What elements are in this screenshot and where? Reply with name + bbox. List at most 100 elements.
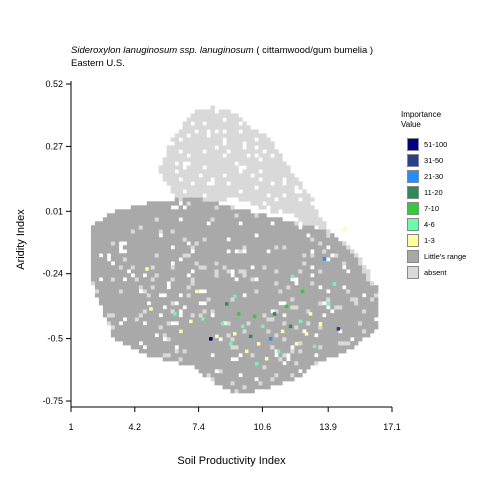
- heatmap-cell: [230, 153, 235, 158]
- heatmap-cell: [278, 305, 283, 310]
- heatmap-cell: [266, 377, 271, 382]
- heatmap-cell: [234, 253, 239, 258]
- heatmap-cell: [226, 289, 231, 294]
- heatmap-cell: [270, 173, 275, 178]
- heatmap-cell: [130, 269, 136, 274]
- heatmap-cell: [230, 265, 235, 270]
- heatmap-cell: [202, 353, 207, 358]
- heatmap-cell: [106, 265, 112, 270]
- heatmap-cell: [186, 157, 191, 162]
- heatmap-cell: [138, 337, 144, 342]
- heatmap-cell: [138, 277, 144, 282]
- heatmap-cell: [246, 245, 251, 250]
- heatmap-cell: [246, 241, 251, 246]
- heatmap-cell: [166, 157, 171, 162]
- heatmap-cell: [306, 349, 311, 354]
- heatmap-cell: [322, 325, 327, 330]
- heatmap-cell: [182, 317, 187, 322]
- heatmap-cell: [330, 261, 335, 266]
- heatmap-cell: [306, 305, 311, 310]
- heatmap-cell: [126, 241, 132, 246]
- heatmap-cell: [178, 361, 183, 366]
- heatmap-cell: [346, 277, 351, 282]
- heatmap-cell: [294, 369, 299, 374]
- heatmap-cell: [326, 277, 331, 282]
- heatmap-cell: [98, 269, 104, 274]
- heatmap-cell: [154, 241, 160, 246]
- heatmap-cell: [214, 157, 219, 162]
- heatmap-cell: [198, 129, 203, 134]
- heatmap-cell: [298, 309, 303, 314]
- heatmap-cell: [194, 265, 199, 270]
- legend-label: 31-50: [424, 156, 444, 165]
- heatmap-cell: [222, 309, 227, 314]
- heatmap-cell: [134, 229, 140, 234]
- heatmap-cell: [258, 237, 263, 242]
- heatmap-cell: [194, 257, 199, 262]
- heatmap-cell: [370, 313, 375, 318]
- heatmap-cell: [142, 289, 148, 294]
- heatmap-cell: [286, 281, 291, 286]
- heatmap-cell: [214, 297, 219, 302]
- heatmap-cell: [250, 237, 255, 242]
- heatmap-cell: [90, 233, 96, 238]
- heatmap-cell: [334, 241, 339, 246]
- heatmap-cell: [226, 137, 231, 142]
- heatmap-cell: [142, 301, 148, 306]
- heatmap-cell: [350, 249, 355, 254]
- heatmap-cell: [218, 129, 223, 134]
- heatmap-cell: [274, 309, 279, 314]
- legend-swatch: [407, 138, 419, 151]
- heatmap-cell: [326, 321, 331, 326]
- heatmap-cell: [326, 337, 331, 342]
- heatmap-cell: [154, 309, 160, 314]
- heatmap-cell: [258, 373, 263, 378]
- heatmap-cell: [146, 245, 152, 250]
- heatmap-cell: [178, 345, 183, 350]
- heatmap-cell: [230, 293, 235, 298]
- heatmap-cell: [122, 237, 128, 242]
- heatmap-cell: [114, 229, 120, 234]
- heatmap-cell: [298, 357, 303, 362]
- heatmap-cell: [166, 229, 171, 234]
- heatmap-cell: [226, 337, 231, 342]
- heatmap-cell: [306, 221, 311, 226]
- heatmap-cell: [182, 345, 187, 350]
- heatmap-cell: [366, 321, 371, 326]
- heatmap-cell: [258, 153, 263, 158]
- heatmap-cell: [198, 353, 203, 358]
- heatmap-cell: [218, 325, 223, 330]
- heatmap-cell: [266, 341, 271, 346]
- heatmap-cell: [138, 213, 144, 218]
- heatmap-cell: [218, 205, 223, 210]
- heatmap-cell: [206, 337, 211, 342]
- heatmap-cell: [306, 325, 311, 330]
- y-tick-label: -0.5: [47, 334, 63, 344]
- heatmap-cell: [262, 329, 267, 334]
- heatmap-cell: [282, 341, 287, 346]
- heatmap-cell: [366, 301, 371, 306]
- heatmap-cell: [222, 157, 227, 162]
- heatmap-cell: [266, 281, 271, 286]
- heatmap-cell: [306, 313, 311, 318]
- heatmap-cell: [298, 345, 303, 350]
- heatmap-cell: [170, 253, 175, 258]
- heatmap-cell: [326, 349, 331, 354]
- heatmap-cell: [126, 329, 132, 334]
- heatmap-cell: [242, 217, 247, 222]
- heatmap-cell: [126, 341, 132, 346]
- heatmap-cell: [234, 333, 239, 338]
- heatmap-cell: [242, 257, 247, 262]
- heatmap-cell: [266, 261, 271, 266]
- heatmap-cell: [278, 169, 283, 174]
- heatmap-cell: [366, 305, 371, 310]
- heatmap-cell: [218, 177, 223, 182]
- heatmap-cell: [274, 321, 279, 326]
- heatmap-cell: [110, 297, 116, 302]
- heatmap-cell: [114, 337, 120, 342]
- heatmap-cell: [298, 193, 303, 198]
- heatmap-cell: [342, 241, 347, 246]
- heatmap-cell: [258, 333, 263, 338]
- heatmap-cell: [298, 341, 303, 346]
- heatmap-cell: [294, 205, 299, 210]
